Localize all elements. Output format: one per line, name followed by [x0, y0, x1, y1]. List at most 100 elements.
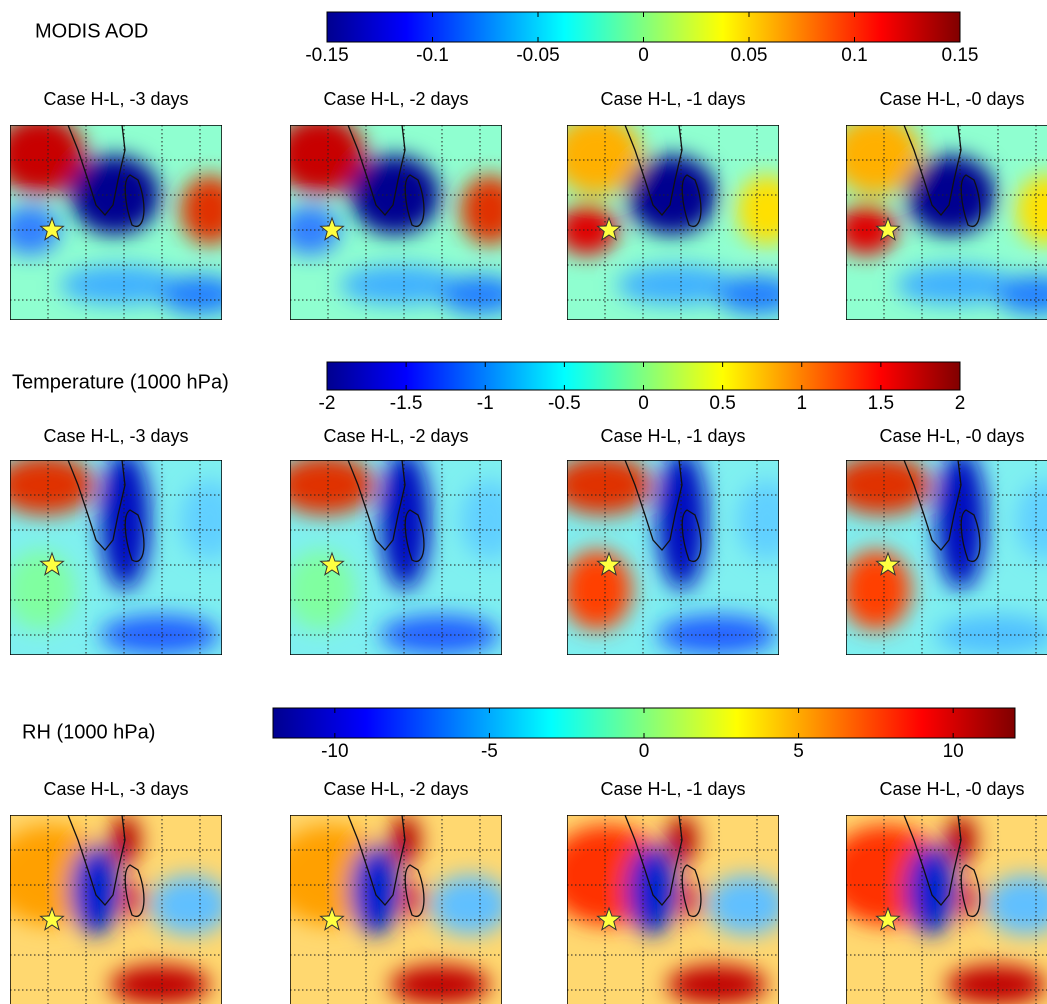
- map-field: [10, 815, 222, 1004]
- map: [567, 815, 779, 1004]
- coastline: [903, 125, 981, 228]
- field-blob: [567, 125, 642, 195]
- row-title: Temperature (1000 hPa): [12, 371, 229, 393]
- colorbar-tick-label: -0.5: [548, 393, 581, 414]
- coastline: [67, 460, 145, 563]
- colorbar-tick-label: 0.15: [942, 45, 979, 66]
- field-blob: [896, 265, 1016, 305]
- field-blob: [567, 550, 632, 630]
- colorbar-tick-label: -1.5: [390, 393, 423, 414]
- colorbar-tick-label: 2: [955, 393, 966, 414]
- field-blob: [290, 125, 365, 195]
- field-blob: [667, 965, 767, 1004]
- field-blob: [946, 965, 1046, 1004]
- coastline: [624, 125, 702, 228]
- site-star: [39, 216, 65, 241]
- field-blob: [1016, 480, 1047, 560]
- field-blob: [160, 275, 222, 315]
- field-blob: [657, 615, 777, 655]
- field-blob: [430, 875, 502, 935]
- coastline: [903, 815, 981, 918]
- panel-title: Case H-L, -0 days: [879, 426, 1024, 446]
- field-blob: [100, 615, 220, 655]
- field-blob: [180, 480, 222, 560]
- field-blob: [440, 275, 502, 315]
- map: [846, 460, 1047, 655]
- panel-title: Case H-L, -1 days: [600, 426, 745, 446]
- field-blob: [1016, 175, 1047, 245]
- field-blob: [10, 550, 75, 630]
- map: [10, 815, 222, 1004]
- colorbar-tick-label: -0.15: [305, 45, 348, 66]
- field-blob: [380, 615, 500, 655]
- colorbar-tick-label: 0: [638, 45, 649, 66]
- field-blob: [717, 275, 779, 315]
- map: [290, 125, 502, 320]
- field-blob: [340, 265, 460, 305]
- field-blob: [617, 265, 737, 305]
- colorbar-tick-label: 0.05: [731, 45, 768, 66]
- field-blob: [986, 875, 1047, 935]
- map: [846, 815, 1047, 1004]
- panel-title: Case H-L, -2 days: [323, 779, 468, 799]
- site-star: [596, 216, 622, 241]
- colorbar-tick-label: 0: [638, 393, 649, 414]
- colorbar-tick-label: -2: [319, 393, 336, 414]
- field-blob: [460, 175, 502, 245]
- site-star: [39, 906, 65, 931]
- colorbar-tick-label: -0.1: [416, 45, 449, 66]
- row-title: RH (1000 hPa): [22, 721, 155, 743]
- site-star: [39, 551, 65, 576]
- panel-title: Case H-L, -2 days: [323, 89, 468, 109]
- field-blob: [996, 275, 1047, 315]
- field-blob: [737, 480, 779, 560]
- field-blob: [110, 965, 210, 1004]
- field-blob: [707, 875, 779, 935]
- panel-title: Case H-L, -3 days: [43, 779, 188, 799]
- map: [10, 125, 222, 320]
- panel-title: Case H-L, -0 days: [879, 779, 1024, 799]
- site-star: [596, 906, 622, 931]
- coastline: [903, 460, 981, 563]
- panel-title: Case H-L, -1 days: [600, 89, 745, 109]
- coastline: [624, 815, 702, 918]
- panel-title: Case H-L, -3 days: [43, 426, 188, 446]
- field-blob: [846, 550, 911, 630]
- field-blob: [846, 125, 921, 195]
- coastline: [624, 460, 702, 563]
- colorbar-tick-label: -0.05: [516, 45, 559, 66]
- map: [567, 125, 779, 320]
- map-field: [846, 125, 1047, 315]
- field-blob: [290, 550, 355, 630]
- site-star: [319, 551, 345, 576]
- field-blob: [60, 265, 180, 305]
- map: [846, 125, 1047, 320]
- site-star: [596, 551, 622, 576]
- map: [290, 460, 502, 655]
- panel-title: Case H-L, -3 days: [43, 89, 188, 109]
- field-blob: [737, 175, 779, 245]
- colorbar-tick-label: 1: [796, 393, 807, 414]
- colorbar-tick-label: -10: [321, 741, 348, 762]
- panel-title: Case H-L, -1 days: [600, 779, 745, 799]
- map: [567, 460, 779, 655]
- map-field: [10, 460, 222, 655]
- field-blob: [150, 875, 222, 935]
- coastline: [347, 125, 425, 228]
- site-star: [319, 216, 345, 241]
- coastline: [67, 125, 145, 228]
- coastline: [347, 460, 425, 563]
- colorbar-tick-label: 1.5: [868, 393, 894, 414]
- colorbar-tick-label: -5: [481, 741, 498, 762]
- row-title: MODIS AOD: [35, 20, 148, 42]
- map: [290, 815, 502, 1004]
- field-blob: [936, 615, 1047, 655]
- coastline: [347, 815, 425, 918]
- site-star: [875, 216, 901, 241]
- colorbar-tick-label: 0.5: [709, 393, 735, 414]
- field-blob: [180, 175, 222, 245]
- colorbar-tick-label: 5: [793, 741, 804, 762]
- panel-title: Case H-L, -2 days: [323, 426, 468, 446]
- map: [10, 460, 222, 655]
